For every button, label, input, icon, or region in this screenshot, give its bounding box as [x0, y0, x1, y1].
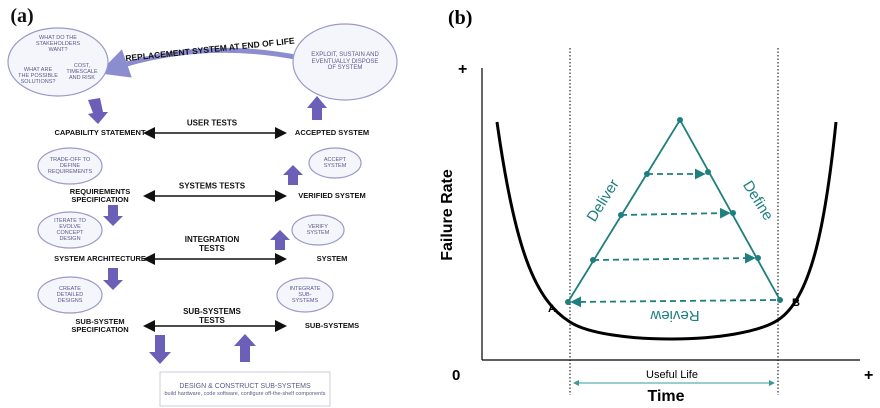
cloud-text: VERIFY SYSTEM [299, 224, 337, 236]
panel-label: (b) [448, 7, 472, 29]
panel-label: (a) [10, 5, 33, 27]
useful-life-label: Useful Life [646, 369, 698, 381]
base-detail: build hardware, code software, configure… [163, 391, 328, 397]
cloud-text: INTEGRATE SUB-SYSTEMS [286, 286, 324, 304]
cloud-text: ACCEPT SYSTEM [316, 157, 354, 169]
test-label: INTEGRATION TESTS [177, 236, 247, 254]
base-title: DESIGN & CONSTRUCT SUB-SYSTEMS [163, 383, 328, 391]
origin: 0 [452, 367, 460, 384]
deliver-label: Deliver [584, 176, 623, 225]
right-stage: SYSTEM [287, 255, 377, 263]
right-stage: ACCEPTED SYSTEM [287, 129, 377, 137]
useful-life-bounds [570, 48, 778, 395]
left-stage: CAPABILITY STATEMENT [54, 129, 146, 137]
cloud-text: CREATE DETAILED DESIGNS [47, 286, 93, 304]
left-stage: SUB-SYSTEM SPECIFICATION [54, 318, 146, 335]
define-label: Define [739, 178, 776, 224]
figure: (b) + 0 + Failure Rate Time Useful Life … [0, 0, 880, 408]
x-end: + [864, 367, 873, 384]
cloud-text: EXPLOIT, SUSTAIN AND EVENTUALLY DISPOSE … [309, 52, 381, 72]
test-label: SUB-SYSTEMS TESTS [177, 308, 247, 326]
cloud-text: ITERATE TO EVOLVE CONCEPT DESIGN [47, 218, 93, 242]
test-label: USER TESTS [157, 120, 267, 129]
point-a: A [548, 303, 556, 315]
left-stage: SYSTEM ARCHITECTURE [54, 255, 146, 263]
y-top: + [458, 61, 467, 78]
right-stage: VERIFIED SYSTEM [287, 192, 377, 200]
left-stage: REQUIREMENTS SPECIFICATION [54, 188, 146, 205]
cloud-text: COST, TIMESCALE AND RISK [65, 63, 99, 81]
test-label: SYSTEMS TESTS [157, 183, 267, 192]
y-axis-label: Failure Rate [439, 169, 456, 261]
cloud-text: WHAT DO THE STAKEHOLDERS WANT? [34, 35, 82, 53]
cloud-text: TRADE-OFF TO DEFINE REQUIREMENTS [47, 157, 93, 175]
panel-b-text: (b) + 0 + Failure Rate Time Useful Life … [439, 7, 873, 405]
review-label: Review [650, 307, 699, 324]
cloud-text: WHAT ARE THE POSSIBLE SOLUTIONS? [18, 67, 58, 85]
right-stage: SUB-SYSTEMS [287, 322, 377, 330]
point-b: B [792, 297, 800, 309]
x-axis-label: Time [647, 388, 684, 405]
